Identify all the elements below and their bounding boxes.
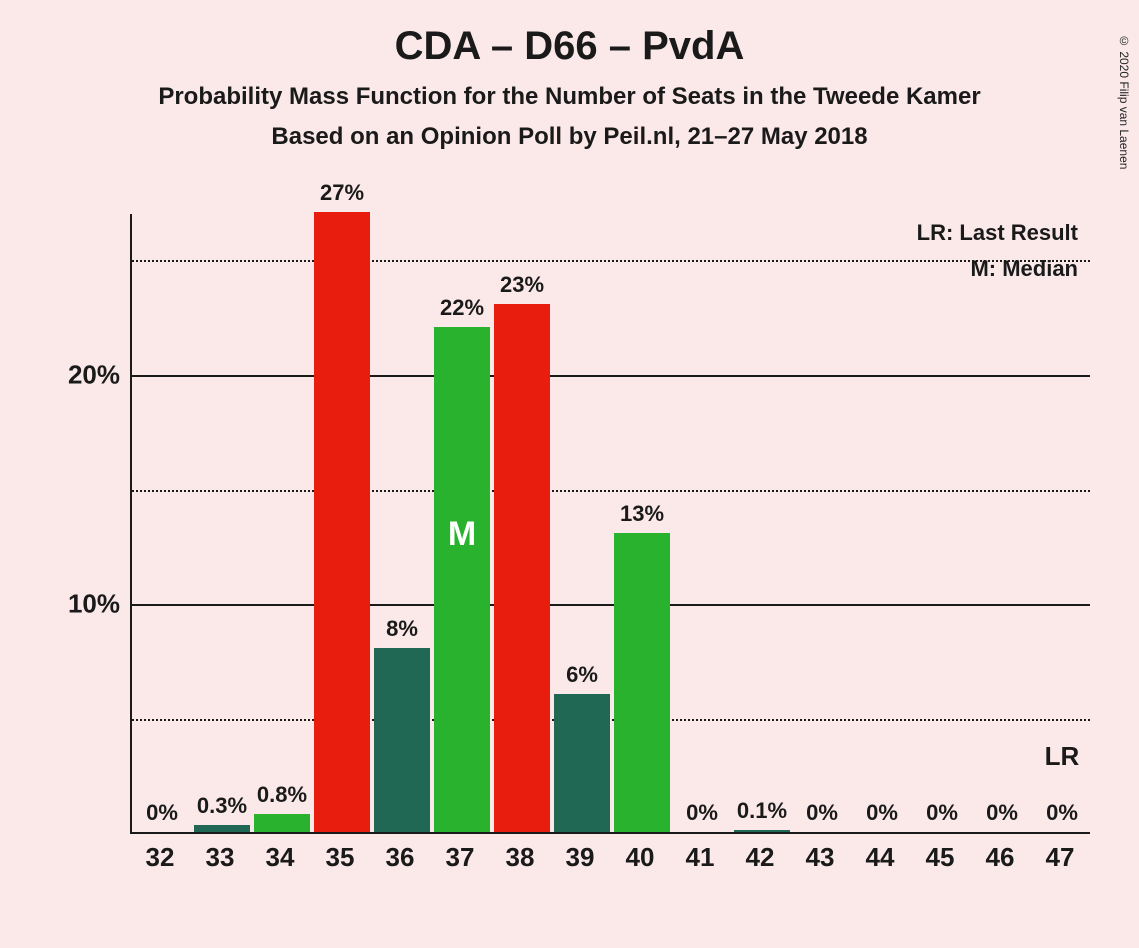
x-axis-tick: 38	[506, 842, 535, 873]
bar-group: 0%	[914, 831, 970, 832]
bar	[194, 825, 250, 832]
gridline-minor	[132, 490, 1090, 492]
bar-group: 0.8%	[254, 831, 310, 832]
bar-group: 27%	[314, 831, 370, 832]
bar-group: 22%M	[434, 831, 490, 832]
x-axis-tick: 47	[1046, 842, 1075, 873]
bar-value-label: 0%	[1046, 800, 1078, 826]
gridline-minor	[132, 260, 1090, 262]
x-axis-tick: 42	[746, 842, 775, 873]
chart-subtitle-1: Probability Mass Function for the Number…	[0, 83, 1139, 111]
x-axis-tick: 44	[866, 842, 895, 873]
bar-group: 0.1%	[734, 831, 790, 832]
bar-value-label: 8%	[386, 616, 418, 642]
bar-value-label: 0%	[926, 800, 958, 826]
x-axis-tick: 40	[626, 842, 655, 873]
bar	[494, 304, 550, 832]
bar-value-label: 6%	[566, 662, 598, 688]
bar-value-label: 0%	[806, 800, 838, 826]
bar	[314, 212, 370, 832]
chart-container: LR: Last Result M: Median 0% 0.3% 0.8% 27% 8…	[50, 214, 1110, 894]
y-axis-tick: 10%	[68, 589, 120, 620]
x-axis-tick: 37	[446, 842, 475, 873]
bar	[554, 694, 610, 832]
bar	[614, 533, 670, 832]
x-axis-tick: 33	[206, 842, 235, 873]
x-axis-tick: 36	[386, 842, 415, 873]
chart-subtitle-2: Based on an Opinion Poll by Peil.nl, 21–…	[0, 123, 1139, 151]
x-axis-tick: 34	[266, 842, 295, 873]
gridline-minor	[132, 719, 1090, 721]
bar-group: 0%	[794, 831, 850, 832]
bar-value-label: 0.8%	[257, 782, 307, 808]
legend: LR: Last Result M: Median	[917, 220, 1078, 292]
bar-group: 0%	[1034, 831, 1090, 832]
y-axis-tick: 20%	[68, 359, 120, 390]
bar-group: 0%	[974, 831, 1030, 832]
x-axis-tick: 32	[146, 842, 175, 873]
bar-group: 6%	[554, 831, 610, 832]
gridline-major	[132, 604, 1090, 606]
bar-value-label: 0%	[146, 800, 178, 826]
last-result-marker: LR	[1045, 741, 1080, 772]
bar-value-label: 0%	[866, 800, 898, 826]
bar-value-label: 0.1%	[737, 798, 787, 824]
x-axis-tick: 41	[686, 842, 715, 873]
plot-area: LR: Last Result M: Median 0% 0.3% 0.8% 27% 8…	[130, 214, 1090, 834]
bar-value-label: 0.3%	[197, 793, 247, 819]
bar-value-label: 0%	[686, 800, 718, 826]
copyright-text: © 2020 Filip van Laenen	[1117, 34, 1131, 169]
bar-value-label: 13%	[620, 501, 664, 527]
bar-value-label: 22%	[440, 295, 484, 321]
bar	[254, 814, 310, 832]
gridline-major	[132, 375, 1090, 377]
x-axis-tick: 35	[326, 842, 355, 873]
bar-group: 0.3%	[194, 831, 250, 832]
bar	[374, 648, 430, 832]
x-axis-tick: 39	[566, 842, 595, 873]
bar	[434, 327, 490, 832]
chart-title: CDA – D66 – PvdA	[0, 24, 1139, 69]
bar-group: 0%	[854, 831, 910, 832]
x-axis-tick: 43	[806, 842, 835, 873]
legend-lr: LR: Last Result	[917, 220, 1078, 246]
bar-value-label: 0%	[986, 800, 1018, 826]
bar-group: 0%	[674, 831, 730, 832]
x-axis-tick: 45	[926, 842, 955, 873]
bar-group: 8%	[374, 831, 430, 832]
bar	[734, 830, 790, 832]
median-marker: M	[448, 515, 476, 554]
bar-group: 0%	[134, 831, 190, 832]
x-axis-tick: 46	[986, 842, 1015, 873]
bar-value-label: 23%	[500, 272, 544, 298]
bar-value-label: 27%	[320, 180, 364, 206]
bar-group: 23%	[494, 831, 550, 832]
bar-group: 13%	[614, 831, 670, 832]
